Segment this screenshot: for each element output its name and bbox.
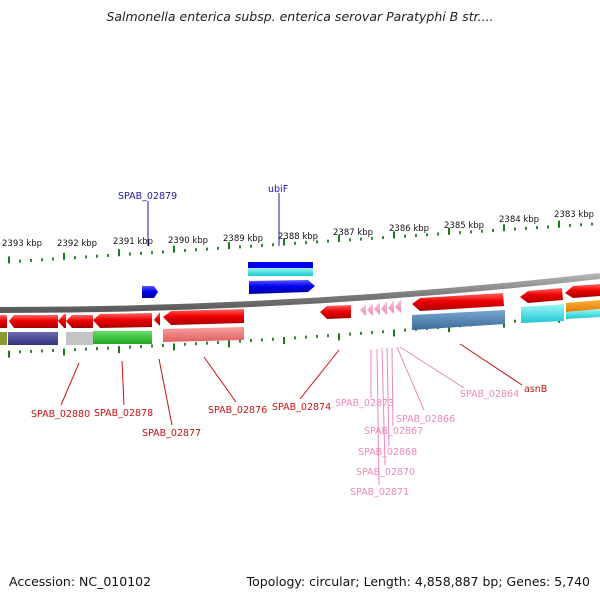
gene-label[interactable]: SPAB_02866 <box>396 414 455 425</box>
gene-edge-right[interactable] <box>565 284 600 298</box>
gene-spab-02866[interactable] <box>395 299 401 313</box>
cog-band-ubif-blue <box>248 262 313 268</box>
gene-label[interactable]: SPAB_02873 <box>335 398 394 409</box>
upper-tick-track <box>8 220 593 264</box>
gene-label[interactable]: SPAB_02880 <box>31 409 90 420</box>
gene-asnb[interactable] <box>520 288 563 303</box>
ruler-label: 2390 kbp <box>168 236 208 246</box>
gene-spab-02877[interactable] <box>154 312 160 326</box>
ruler-label: 2393 kbp <box>2 239 42 249</box>
gene-label[interactable]: SPAB_02867 <box>364 426 423 437</box>
cog-band-cyan-edge <box>566 309 600 319</box>
ruler-label: 2385 kbp <box>444 221 484 231</box>
pseudo-genes <box>360 299 401 316</box>
gene-label[interactable]: SPAB_02874 <box>272 402 331 413</box>
ruler-label: 2387 kbp <box>333 228 373 238</box>
ruler-label: 2388 kbp <box>278 232 318 242</box>
gene-label[interactable]: SPAB_02868 <box>358 447 417 458</box>
gene-spab-02870[interactable] <box>374 302 380 315</box>
gene-spab-02873[interactable] <box>360 304 366 316</box>
cog-band-ubif-cyan <box>248 268 313 276</box>
gene-spab-02880-a[interactable] <box>0 315 7 328</box>
reverse-genes <box>0 284 600 328</box>
genome-summary-text: Topology: circular; Length: 4,858,887 bp… <box>246 574 590 589</box>
ruler-labels: 2393 kbp 2392 kbp 2391 kbp 2390 kbp 2389 kbp… <box>2 210 594 249</box>
gene-label[interactable]: asnB <box>524 384 547 395</box>
accession-text: Accession: NC_010102 <box>9 574 152 589</box>
gene-spab-02874[interactable] <box>320 305 351 319</box>
gene-spab-02871[interactable] <box>367 303 373 316</box>
gene-label[interactable]: ubiF <box>268 184 288 195</box>
chromosome-backbone <box>0 273 600 313</box>
gene-labels: SPAB_02879 ubiF SPAB_02880 SPAB_02878 SP… <box>31 184 547 498</box>
cog-band-orange <box>566 300 600 312</box>
ruler-label: 2391 kbp <box>113 237 153 247</box>
ruler-label: 2392 kbp <box>57 239 97 249</box>
gene-spab-02876[interactable] <box>163 309 244 325</box>
forward-genes <box>142 262 315 298</box>
cog-band-silver <box>66 332 93 345</box>
ruler-label: 2386 kbp <box>389 224 429 234</box>
page-title: Salmonella enterica subsp. enterica sero… <box>106 9 494 24</box>
cog-band-navy <box>8 332 58 345</box>
gene-label[interactable]: SPAB_02879 <box>118 191 177 202</box>
gene-small-01[interactable] <box>58 314 66 328</box>
cog-bands-reverse <box>0 300 600 345</box>
gene-spab-02864[interactable] <box>412 293 504 311</box>
cog-band-green <box>93 331 152 344</box>
ruler-label: 2384 kbp <box>499 215 539 225</box>
gene-label[interactable]: SPAB_02870 <box>356 467 415 478</box>
gene-label[interactable]: SPAB_02876 <box>208 405 267 416</box>
cog-band-cyan-right <box>521 304 564 323</box>
ruler-label: 2383 kbp <box>554 210 594 220</box>
gene-label[interactable]: SPAB_02871 <box>350 487 409 498</box>
gene-label[interactable]: SPAB_02864 <box>460 389 519 400</box>
gene-label[interactable]: SPAB_02878 <box>94 408 153 419</box>
gene-spab-02880[interactable] <box>9 315 58 328</box>
cog-band-salmon <box>163 327 244 342</box>
ruler-label: 2389 kbp <box>223 234 263 244</box>
gene-spab-02879[interactable] <box>142 286 158 298</box>
label-leaders <box>60 193 523 486</box>
gene-spab-02867[interactable] <box>388 300 394 314</box>
gene-ubif[interactable] <box>249 280 315 294</box>
gene-spab-02868[interactable] <box>381 301 387 315</box>
cog-band-olive <box>0 332 7 345</box>
gene-spab-02878-a[interactable] <box>66 315 93 328</box>
cog-band-steel <box>412 310 505 330</box>
gene-label[interactable]: SPAB_02877 <box>142 428 201 439</box>
gene-spab-02878[interactable] <box>93 313 152 328</box>
